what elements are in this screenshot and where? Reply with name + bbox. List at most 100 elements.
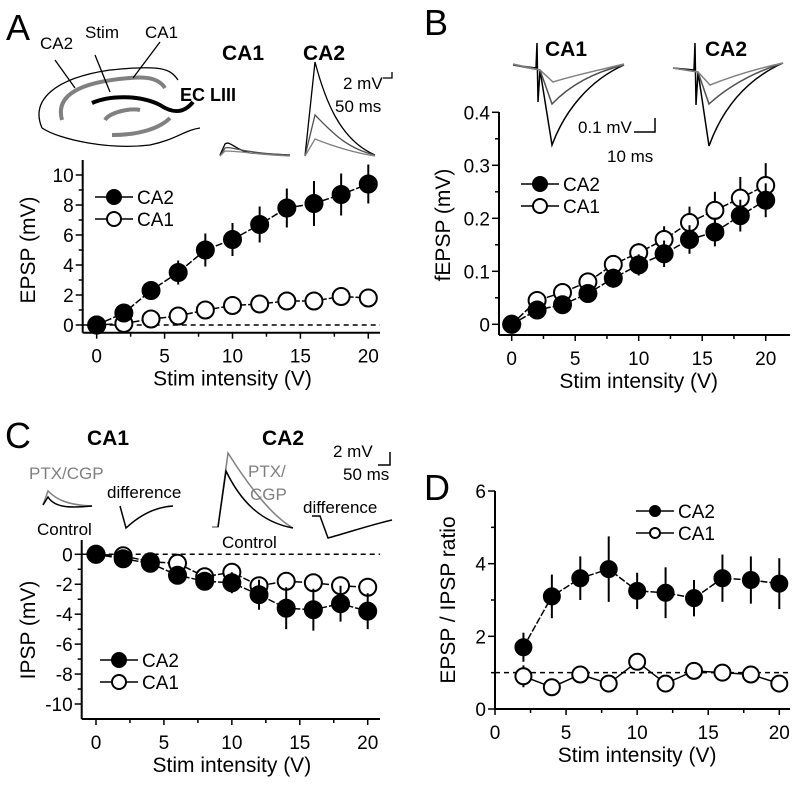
scale-bar-voltage-b: 0.1 mV [578,118,633,137]
ca2-control-label: Control [222,533,277,552]
y-tick-label: 0.4 [464,103,491,124]
legend-label: CA2 [142,651,179,672]
data-point [705,200,725,220]
data-point [705,222,725,242]
y-tick-label: 0 [62,545,73,566]
chart-panel-b: 0 5 10 15 20 0 0.1 0.2 0.3 0.4 Stim intensity (V) f… [432,103,790,393]
data-point [741,665,760,684]
data-point [680,230,699,249]
data-point [304,194,324,213]
data-point [685,661,704,680]
data-point [502,314,522,334]
data-point [599,674,618,693]
trace-title-c-ca2: CA2 [262,427,304,450]
x-axis-label: Stim intensity (V) [152,754,311,777]
data-point [303,573,323,593]
legend-marker [111,674,127,690]
x-axis-label: Stim intensity (V) [559,370,718,393]
data-point [553,295,572,315]
data-point [713,663,732,682]
data-point [276,571,296,591]
data-point [514,667,533,686]
panel-letter-b: B [424,2,448,43]
data-point [331,287,351,306]
data-point [277,198,297,218]
data-point [514,638,533,657]
data-point [276,598,296,618]
data-point [713,569,732,588]
y-tick-label: 4 [475,555,486,576]
epsp-traces-a [219,61,393,157]
trace-title-c-ca1: CA1 [87,427,129,450]
x-tick-label: 10 [222,347,243,368]
data-point [603,268,623,288]
data-point [303,600,323,620]
x-tick-label: 15 [289,733,310,754]
hippocampus-schematic [38,41,201,147]
ca1-difference-label: difference [107,483,181,502]
x-tick-label: 20 [357,733,378,754]
y-axis-label: IPSP (mV) [17,581,40,680]
data-point [741,571,760,590]
data-point [599,560,618,579]
data-point [542,587,561,606]
y-tick-label: 2 [475,627,486,648]
data-point [358,577,378,597]
data-point [656,674,675,693]
legend-marker [111,652,127,668]
legend-marker [106,211,122,227]
x-tick-label: 5 [570,349,581,370]
data-point [358,174,378,194]
y-tick-label: 10 [53,166,74,187]
ca2-difference-label: difference [303,498,377,517]
legend-marker [106,189,122,205]
data-point [223,230,242,249]
trace-title-b-ca1: CA1 [545,38,587,61]
x-axis-label: Stim intensity (V) [558,744,717,767]
schematic-label-ca2: CA2 [40,34,73,53]
x-tick-label: 15 [692,349,713,370]
scale-bar-time-b: 10 ms [607,147,653,166]
data-point [304,291,324,311]
panel-letter-d: D [424,467,450,508]
y-tick-label: 0 [63,316,74,337]
x-tick-label: 15 [698,723,719,744]
ca2-cgp-label: CGP [250,485,287,504]
data-point [358,288,378,308]
data-point [571,665,590,684]
trace-title-b-ca2: CA2 [705,38,747,61]
x-axis-label: Stim intensity (V) [153,368,312,391]
x-tick-label: 20 [769,723,790,744]
legend-label: CA1 [142,673,179,694]
series-ca2 [502,183,776,334]
x-tick-label: 10 [627,723,648,744]
y-tick-label: 6 [475,482,486,503]
scale-bar-voltage-a: 2 mV [343,74,383,93]
data-point [195,300,215,320]
data-point [542,678,561,697]
x-tick-label: 0 [91,733,102,754]
y-tick-label: -8 [56,665,73,686]
data-point [168,306,188,326]
data-point [628,652,647,671]
schematic-label-ca1: CA1 [145,23,178,42]
legend-label: CA2 [563,175,600,196]
fepsp-traces-b [512,42,784,148]
panel-letter-c: C [5,415,31,456]
trace-title-a-ca2: CA2 [303,42,345,65]
data-point [140,553,160,573]
legend-label: CA1 [678,524,715,545]
y-tick-label: 0 [475,700,486,721]
legend-label: CA2 [137,188,174,209]
y-axis-label: EPSP (mV) [17,197,40,304]
data-point [331,185,351,204]
x-tick-label: 20 [358,347,379,368]
data-point [628,581,647,600]
data-point [277,291,297,311]
legend-label: CA2 [678,502,715,523]
y-axis-label: fEPSP (mV) [432,169,455,282]
data-point [222,573,242,593]
